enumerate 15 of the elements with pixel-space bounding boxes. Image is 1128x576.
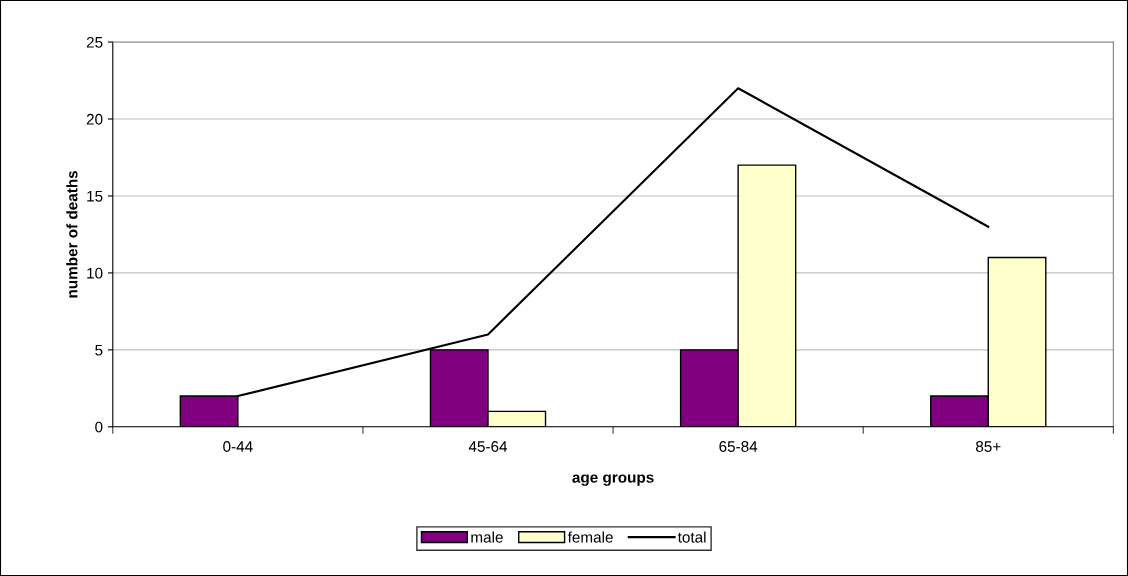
legend-label: female [567,531,613,543]
x-tick-label: 65-84 [719,441,758,452]
y-axis-title: number of deaths [66,170,78,298]
y-tick-label: 20 [86,113,103,125]
x-tick-label: 0-44 [223,441,253,452]
y-tick-label: 10 [87,267,103,279]
y-tick-label: 25 [86,36,103,48]
x-tick-label: 85+ [975,441,1001,452]
x-tick-label: 45-64 [468,441,508,452]
y-tick-label: 5 [95,344,103,356]
x-axis-title: age groups [572,474,654,486]
y-tick-label: 15 [87,190,103,202]
y-tick-label: 0 [95,421,103,433]
legend-label: total [677,531,706,543]
legend-label: male [471,531,503,543]
